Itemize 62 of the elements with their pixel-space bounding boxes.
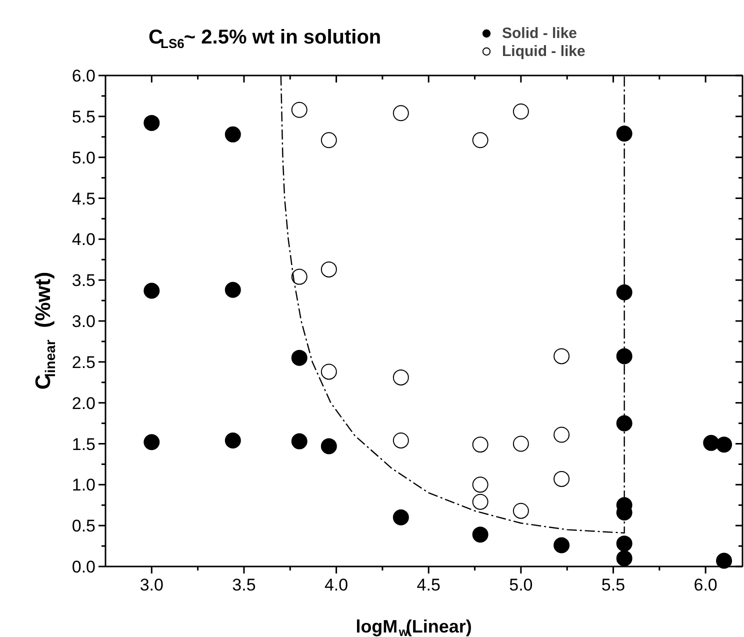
x-tick-label: 5.0 — [509, 576, 533, 594]
point — [616, 284, 632, 300]
x-tick-label: 6.0 — [694, 576, 718, 594]
point — [554, 348, 570, 364]
point — [320, 132, 337, 148]
point — [291, 102, 308, 118]
point — [554, 470, 570, 487]
point — [616, 348, 632, 364]
point — [703, 434, 720, 451]
point — [554, 537, 570, 554]
x-tick-label: 5.5 — [601, 576, 626, 594]
point — [716, 552, 732, 569]
point — [144, 282, 160, 299]
y-tick-label: 0.0 — [72, 558, 96, 576]
y-axis-title: Clinear (%wt) — [32, 272, 58, 390]
y-tick-label: 3.0 — [72, 312, 96, 331]
point — [472, 526, 488, 543]
y-tick-label: 5.5 — [72, 107, 96, 126]
legend-label: Solid - like — [502, 24, 578, 42]
point — [392, 105, 409, 122]
point — [320, 364, 337, 380]
y-tick-label: 5.0 — [72, 148, 96, 168]
y-tick-label: 1.5 — [72, 434, 96, 454]
point — [144, 114, 160, 131]
point — [716, 436, 732, 453]
point — [616, 126, 632, 142]
point — [392, 369, 409, 386]
point — [472, 494, 488, 510]
point — [616, 415, 632, 432]
point — [616, 550, 632, 566]
point — [224, 126, 241, 142]
point — [392, 432, 409, 448]
y-tick-label: 4.5 — [72, 189, 96, 208]
point — [472, 436, 488, 453]
point — [291, 350, 308, 366]
y-tick-label: 1.0 — [72, 476, 96, 495]
point — [472, 476, 488, 493]
y-tick-label: 0.5 — [72, 516, 96, 536]
point — [554, 426, 570, 443]
y-tick-label: 2.5 — [72, 352, 96, 372]
y-tick-label: 4.0 — [72, 230, 96, 250]
point — [291, 433, 308, 450]
point — [472, 132, 488, 148]
x-tick-label: 4.0 — [324, 576, 348, 594]
point — [512, 436, 529, 452]
point — [144, 434, 160, 450]
y-tick-label: 3.5 — [72, 271, 96, 290]
point — [512, 104, 529, 120]
point — [512, 502, 529, 519]
y-tick-label: 2.0 — [72, 394, 96, 413]
x-tick-label: 3.0 — [140, 576, 164, 594]
point — [392, 509, 409, 526]
point — [224, 432, 241, 448]
y-tick-label: 6.0 — [72, 66, 96, 86]
x-tick-label: 3.5 — [232, 576, 256, 594]
point — [291, 268, 308, 285]
x-tick-label: 4.5 — [416, 576, 440, 594]
legend-label: Liquid - like — [502, 42, 586, 60]
point — [320, 438, 337, 454]
point — [616, 536, 632, 552]
point — [224, 282, 241, 298]
point — [320, 261, 337, 278]
